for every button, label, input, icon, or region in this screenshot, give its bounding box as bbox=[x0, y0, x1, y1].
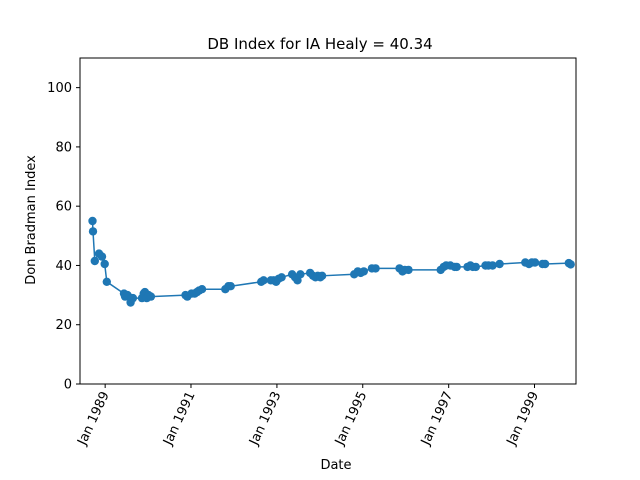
data-point bbox=[296, 270, 305, 279]
data-point bbox=[488, 261, 497, 270]
y-tick-label: 80 bbox=[55, 140, 72, 155]
x-axis-label: Date bbox=[320, 458, 351, 473]
data-point bbox=[530, 258, 540, 267]
data-point bbox=[404, 265, 413, 275]
data-point bbox=[226, 282, 235, 291]
data-point bbox=[495, 259, 504, 269]
data-point bbox=[317, 271, 327, 280]
y-tick-label: 60 bbox=[55, 200, 72, 215]
y-tick-label: 100 bbox=[47, 81, 72, 96]
data-point bbox=[566, 260, 575, 269]
data-point bbox=[97, 252, 107, 261]
y-tick-label: 20 bbox=[55, 318, 72, 333]
plot-frame bbox=[79, 57, 577, 385]
data-point bbox=[359, 267, 368, 276]
y-axis-label: Don Bradman Index bbox=[24, 155, 39, 285]
data-point bbox=[371, 264, 380, 273]
data-point bbox=[102, 277, 112, 286]
data-point bbox=[259, 276, 268, 285]
data-point bbox=[146, 292, 156, 301]
data-point bbox=[88, 227, 98, 236]
data-point bbox=[471, 262, 480, 272]
y-tick-label: 40 bbox=[55, 259, 72, 274]
data-point bbox=[277, 273, 286, 282]
data-point bbox=[88, 216, 97, 226]
data-point bbox=[197, 285, 207, 294]
data-point bbox=[128, 293, 138, 303]
data-point bbox=[540, 259, 550, 269]
y-tick-label: 0 bbox=[64, 378, 72, 393]
data-point bbox=[100, 259, 109, 269]
chart-title: DB Index for IA Healy = 40.34 bbox=[207, 35, 432, 53]
data-point bbox=[90, 256, 100, 266]
data-point bbox=[452, 262, 461, 272]
